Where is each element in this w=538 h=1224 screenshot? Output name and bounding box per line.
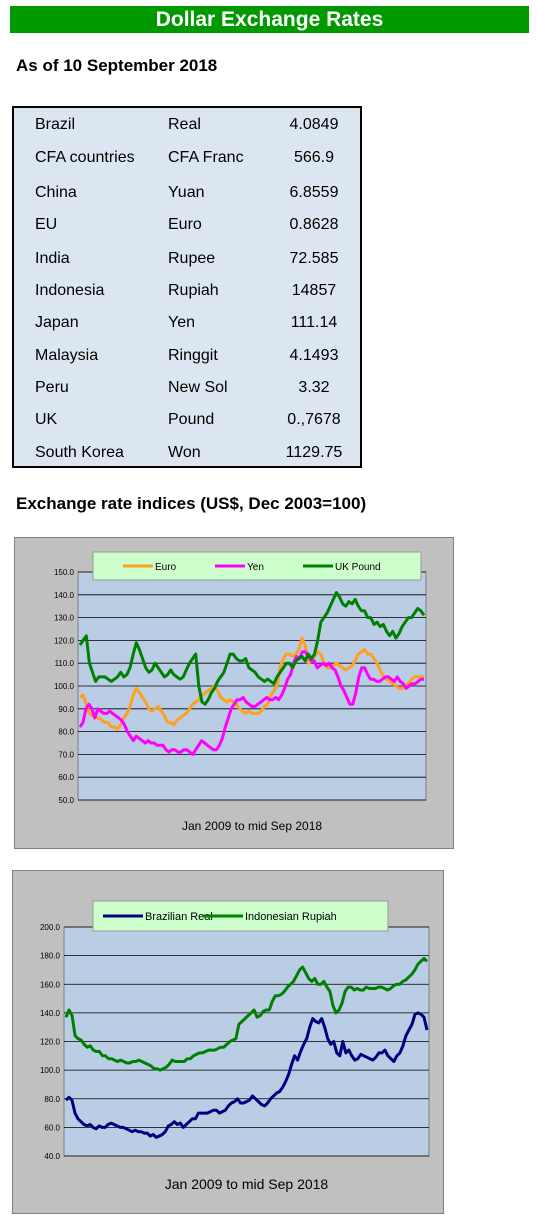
x-axis-label: Jan 2009 to mid Sep 2018 xyxy=(165,1176,329,1192)
rate-row: UK Pound 0.,7678 xyxy=(14,411,360,435)
y-tick-label: 70.0 xyxy=(58,750,74,759)
y-tick-label: 80.0 xyxy=(44,1095,60,1104)
rate-country: Brazil xyxy=(35,116,76,133)
series-line-2 xyxy=(78,591,426,706)
rate-currency: Pound xyxy=(168,411,215,428)
y-tick-label: 180.0 xyxy=(40,952,61,961)
y-tick-label: 100.0 xyxy=(40,1066,61,1075)
y-tick-label: 90.0 xyxy=(58,705,74,714)
y-tick-label: 130.0 xyxy=(54,614,75,623)
as-of-date: As of 10 September 2018 xyxy=(16,56,218,75)
rate-value: 4.1493 xyxy=(289,347,339,364)
y-tick-label: 150.0 xyxy=(54,568,75,577)
rate-currency: Rupiah xyxy=(168,282,219,299)
legend-label: Indonesian Rupiah xyxy=(245,911,337,923)
page-title-banner: Dollar Exchange Rates xyxy=(10,6,529,33)
chart2-svg: 40.0 60.0 80.0 100.0 120.0 140.0 160.0 180.0 200… xyxy=(40,900,430,1192)
rate-row: Brazil Real 4.0849 xyxy=(14,116,360,140)
rate-country: Malaysia xyxy=(35,347,99,364)
rate-value: 1129.75 xyxy=(285,444,343,461)
rate-value: 14857 xyxy=(291,282,337,299)
rate-currency: Rupee xyxy=(168,250,216,267)
chart-real-rupiah: 40.0 60.0 80.0 100.0 120.0 140.0 160.0 180.0 200… xyxy=(12,870,444,1214)
rate-row: Peru New Sol 3.32 xyxy=(14,379,360,403)
rate-currency: CFA Franc xyxy=(168,149,244,166)
rate-value: 4.0849 xyxy=(289,116,339,133)
y-tick-label: 60.0 xyxy=(58,773,74,782)
y-tick-label: 80.0 xyxy=(58,728,74,737)
legend-label: Yen xyxy=(247,562,264,573)
y-tick-label: 110.0 xyxy=(55,659,75,668)
rate-currency: Ringgit xyxy=(168,347,218,364)
legend-label: Euro xyxy=(155,562,177,573)
rate-country: CFA countries xyxy=(35,149,135,166)
legend-label: Brazilian Real xyxy=(145,911,213,923)
rate-country: China xyxy=(35,184,77,201)
rate-country: EU xyxy=(35,216,58,233)
y-tick-label: 140.0 xyxy=(54,591,75,600)
y-tick-label: 160.0 xyxy=(40,980,61,989)
rate-value: 6.8559 xyxy=(289,184,339,201)
rate-value: 566.9 xyxy=(293,149,335,166)
y-tick-label: 40.0 xyxy=(44,1152,60,1161)
rate-country: UK xyxy=(35,411,58,428)
series-line-1 xyxy=(78,650,424,756)
rate-row: Japan Yen 111.14 xyxy=(14,314,360,338)
rate-value: 3.32 xyxy=(298,379,330,396)
rate-value: 0.,7678 xyxy=(287,411,341,428)
series-line-0 xyxy=(64,1011,429,1139)
rate-country: Peru xyxy=(35,379,69,396)
rate-row: China Yuan 6.8559 xyxy=(14,184,360,208)
rate-country: India xyxy=(35,250,70,267)
y-tick-label: 200.0 xyxy=(40,923,61,932)
y-tick-label: 120.0 xyxy=(40,1038,61,1047)
rate-currency: Euro xyxy=(168,216,202,233)
chart-legend xyxy=(92,900,389,932)
series-line-0 xyxy=(79,636,424,731)
rate-currency: Won xyxy=(168,444,201,461)
rate-row: EU Euro 0.8628 xyxy=(14,216,360,240)
rate-value: 72.585 xyxy=(289,250,339,267)
rate-row: Indonesia Rupiah 14857 xyxy=(14,282,360,306)
indices-section-title: Exchange rate indices (US$, Dec 2003=100… xyxy=(16,494,367,513)
rate-value: 111.14 xyxy=(290,314,338,331)
rate-row: CFA countries CFA Franc 566.9 xyxy=(14,149,360,173)
series-line-1 xyxy=(64,957,429,1072)
rate-value: 0.8628 xyxy=(289,216,339,233)
rate-row: South Korea Won 1129.75 xyxy=(14,444,360,468)
rate-country: Japan xyxy=(35,314,79,331)
y-tick-label: 50.0 xyxy=(58,796,74,805)
y-tick-label: 140.0 xyxy=(40,1009,61,1018)
rate-country: Indonesia xyxy=(35,282,105,299)
chart1-svg: 50.0 60.0 70.0 80.0 90.0 100.0 110.0 120.0 130.0… xyxy=(54,551,427,833)
y-tick-label: 120.0 xyxy=(54,636,75,645)
rate-currency: Yuan xyxy=(168,184,205,201)
y-tick-label: 60.0 xyxy=(44,1123,60,1132)
rate-row: India Rupee 72.585 xyxy=(14,250,360,274)
rate-currency: New Sol xyxy=(168,379,228,396)
legend-label: UK Pound xyxy=(335,562,381,573)
x-axis-label: Jan 2009 to mid Sep 2018 xyxy=(182,819,322,833)
rate-currency: Real xyxy=(168,116,201,133)
exchange-rates-table: Brazil Real 4.0849 CFA countries CFA Franc 56… xyxy=(12,106,362,468)
y-tick-label: 100.0 xyxy=(54,682,75,691)
rate-currency: Yen xyxy=(168,314,195,331)
chart-euro-yen-pound: 50.0 60.0 70.0 80.0 90.0 100.0 110.0 120.0 130.0… xyxy=(14,537,454,849)
rate-row: Malaysia Ringgit 4.1493 xyxy=(14,347,360,371)
rate-country: South Korea xyxy=(35,444,124,461)
